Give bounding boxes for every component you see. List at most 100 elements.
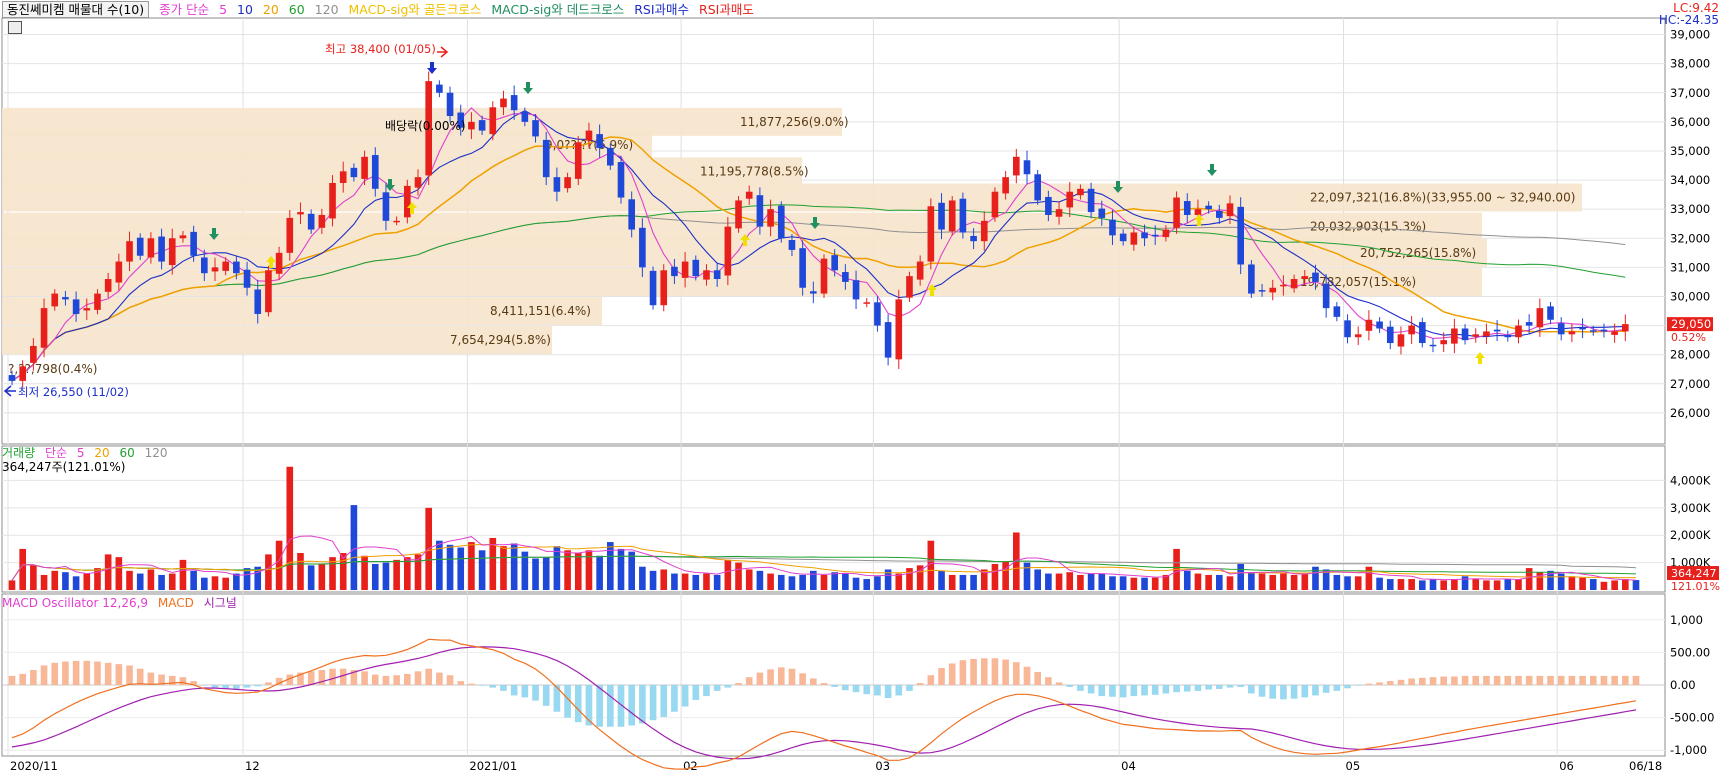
- price-tick-label: 30,000: [1670, 289, 1710, 303]
- candle-body: [948, 200, 956, 232]
- macd-oscillator-bar: [810, 678, 817, 685]
- macd-oscillator-bar: [874, 685, 881, 696]
- volume-bar: [820, 574, 828, 590]
- ma5-line: [11, 107, 1626, 382]
- volume-bar: [457, 547, 465, 590]
- volume-bar: [1077, 574, 1084, 590]
- candle-body: [371, 155, 379, 189]
- volume-bar: [414, 554, 422, 590]
- candle-body: [1312, 272, 1319, 282]
- macd-oscillator-bar: [318, 670, 326, 685]
- candle-body: [1376, 321, 1383, 329]
- vol-ma120-label: 120: [144, 446, 168, 460]
- x-tick-label: 02: [683, 759, 698, 773]
- volume-bar: [1258, 573, 1266, 590]
- volume-bar: [51, 570, 59, 590]
- macd-oscillator-bar: [1119, 685, 1127, 698]
- stock-title[interactable]: 동진쎄미켐 매물대 수(10): [2, 1, 150, 18]
- volume-bar: [1130, 577, 1138, 590]
- candle-body: [1130, 232, 1138, 245]
- volume-bar: [83, 573, 91, 590]
- volume-bar: [564, 550, 571, 590]
- candle-body: [735, 200, 742, 229]
- macd-oscillator-bar: [1226, 685, 1234, 688]
- volume-bar: [211, 576, 219, 590]
- macd-oscillator-bar: [1440, 676, 1447, 685]
- candle-body: [574, 142, 582, 179]
- macd-oscillator-bar: [1472, 675, 1480, 685]
- price-tick-label: 32,000: [1670, 231, 1710, 245]
- volume-bar: [382, 562, 390, 590]
- candle-body: [724, 226, 732, 276]
- macd-oscillator-bar: [1098, 685, 1106, 697]
- volume-bar: [115, 557, 123, 590]
- last-volume-tag: [1667, 566, 1719, 581]
- candle-body: [297, 212, 304, 215]
- macd-oscillator-bar: [735, 683, 742, 685]
- macd-oscillator-bar: [617, 685, 625, 727]
- macd-oscillator-bar: [1301, 685, 1309, 698]
- macd-oscillator-bar: [468, 683, 475, 685]
- price-tick-label: 38,000: [1670, 57, 1710, 71]
- macd-oscillator-bar: [980, 658, 988, 685]
- grid-icon[interactable]: [8, 21, 22, 34]
- candle-body: [1600, 329, 1608, 332]
- candle-body: [745, 191, 753, 199]
- macd-oscillator-bar: [1536, 675, 1544, 685]
- volume-label: 거래량: [2, 446, 36, 460]
- macd-oscillator-bar: [927, 675, 935, 685]
- candle-body: [1579, 327, 1586, 330]
- volume-bar: [596, 555, 603, 590]
- macd-oscillator-bar: [446, 675, 454, 685]
- candle-body: [425, 81, 432, 176]
- macd-oscillator-bar: [1322, 685, 1330, 693]
- price-tick-label: 39,000: [1670, 28, 1710, 42]
- macd-oscillator-bar: [1141, 685, 1148, 696]
- macd-oscillator-bar: [1248, 685, 1255, 694]
- candle-body: [1472, 334, 1480, 337]
- candle-body: [307, 213, 315, 230]
- macd-oscillator-bar: [51, 662, 59, 685]
- macd-oscillator-bar: [1344, 685, 1351, 689]
- macd-oscillator-bar: [1504, 675, 1512, 685]
- volume-bar: [1451, 579, 1458, 590]
- macd-oscillator-bar: [1151, 685, 1159, 695]
- price-tick-label: 35,000: [1670, 144, 1710, 158]
- signal-arrow-icon: [1113, 181, 1123, 193]
- volume-bar: [1525, 568, 1533, 590]
- macd-oscillator-bar: [1023, 666, 1031, 685]
- candle-body: [361, 156, 368, 179]
- macd-oscillator-bar: [1258, 685, 1266, 697]
- candle-body: [1226, 203, 1234, 217]
- volume-bar: [852, 577, 860, 590]
- macd-oscillator-bar: [179, 677, 187, 685]
- macd-oscillator-bar: [1589, 675, 1597, 685]
- volume-profile-label: 8,411,151(6.4%): [490, 304, 591, 318]
- volume-bar: [991, 563, 999, 590]
- macd-oscillator-bar: [478, 685, 486, 686]
- signal-label: 시그널: [203, 596, 237, 610]
- volume-bar: [8, 580, 16, 590]
- macd-oscillator-bar: [1525, 675, 1533, 685]
- macd-oscillator-bar: [1269, 685, 1277, 699]
- candle-body: [222, 261, 229, 271]
- x-tick-label: 04: [1121, 759, 1136, 773]
- candle-body: [201, 257, 208, 274]
- candle-body: [1045, 196, 1052, 215]
- macd-label: MACD: [157, 596, 194, 610]
- volume-bar: [233, 573, 240, 590]
- candle-body: [1055, 209, 1063, 217]
- macd-oscillator-bar: [767, 669, 774, 685]
- candle-body: [40, 308, 48, 348]
- macd-oscillator-bar: [863, 685, 871, 695]
- candle-body: [30, 345, 37, 363]
- volume-profile-label: 11,195,778(8.5%): [700, 164, 809, 178]
- candle-body: [1162, 229, 1170, 238]
- volume-bar: [136, 573, 144, 590]
- macd-oscillator-bar: [745, 677, 753, 685]
- volume-bar: [1333, 574, 1341, 590]
- candle-body: [1205, 205, 1212, 210]
- volume-profile-bar: [2, 326, 552, 355]
- candle-body: [810, 291, 817, 294]
